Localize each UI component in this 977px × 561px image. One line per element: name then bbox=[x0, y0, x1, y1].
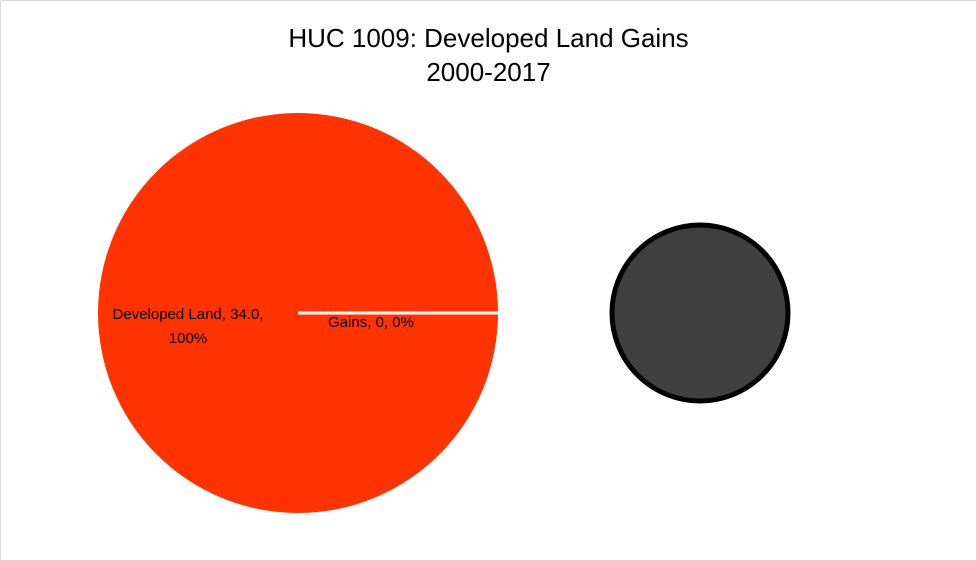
chart-title-line2: 2000-2017 bbox=[426, 57, 551, 87]
chart-title: HUC 1009: Developed Land Gains 2000-2017 bbox=[1, 21, 976, 89]
chart-title-line1: HUC 1009: Developed Land Gains bbox=[288, 23, 689, 53]
data-labels: Developed Land, 34.0, 100% Gains, 0, 0% bbox=[113, 306, 414, 347]
data-label-gains: Gains, 0, 0% bbox=[328, 314, 414, 331]
secondary-pie-circle bbox=[609, 222, 791, 404]
main-pie bbox=[98, 113, 498, 513]
data-label-developed-land: Developed Land, 34.0, 100% bbox=[113, 306, 264, 347]
secondary-pie bbox=[609, 222, 791, 404]
